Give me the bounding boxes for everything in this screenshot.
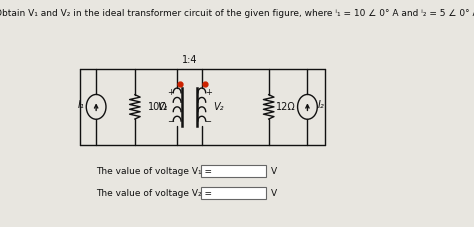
Text: −: − bbox=[167, 117, 174, 126]
Text: I₁: I₁ bbox=[78, 100, 85, 110]
Text: V: V bbox=[271, 189, 277, 198]
Text: The value of voltage V₁ =: The value of voltage V₁ = bbox=[96, 167, 212, 175]
Text: 10Ω: 10Ω bbox=[148, 102, 168, 112]
FancyBboxPatch shape bbox=[201, 165, 265, 177]
Text: V₁: V₁ bbox=[157, 102, 168, 112]
Text: +: + bbox=[167, 88, 174, 97]
Text: 12Ω: 12Ω bbox=[276, 102, 296, 112]
FancyBboxPatch shape bbox=[201, 187, 265, 199]
Text: −: − bbox=[205, 117, 211, 126]
Text: +: + bbox=[205, 88, 211, 97]
Text: V₂: V₂ bbox=[213, 102, 224, 112]
Text: Obtain V₁ and V₂ in the ideal transformer circuit of the given figure, where ⁱ₁ : Obtain V₁ and V₂ in the ideal transforme… bbox=[0, 10, 474, 18]
Text: The value of voltage V₂ =: The value of voltage V₂ = bbox=[96, 189, 212, 198]
Text: 1:4: 1:4 bbox=[182, 55, 197, 65]
Text: V: V bbox=[271, 167, 277, 175]
Text: I₂: I₂ bbox=[318, 100, 325, 110]
